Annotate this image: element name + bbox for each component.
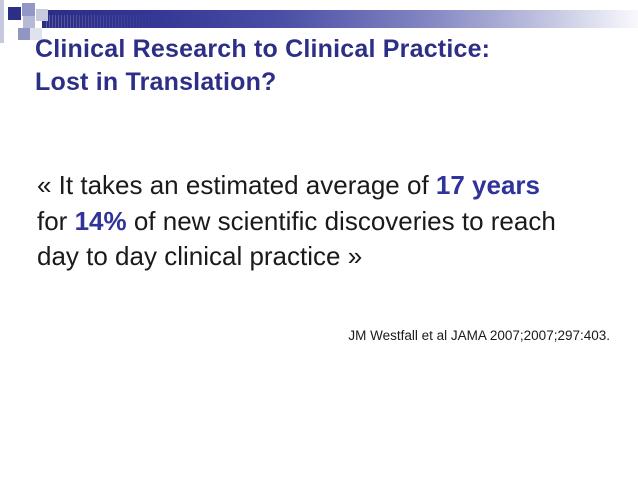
quote-line: « It takes an estimated average of 17 ye… (37, 168, 627, 204)
quote-highlight-14-percent: 14% (74, 205, 127, 236)
decor-square-faint (30, 28, 42, 40)
quote-line: for 14% of new scientific discoveries to… (37, 204, 627, 240)
decor-square-dark (8, 7, 21, 20)
header-gradient-bar (42, 10, 638, 28)
quote-block: « It takes an estimated average of 17 ye… (37, 168, 627, 275)
quote-line: day to day clinical practice » (37, 239, 627, 275)
quote-text: for (37, 205, 75, 236)
decor-square-slate-top (22, 3, 35, 16)
decor-square-light-right (36, 9, 48, 21)
decor-square-slate-low (18, 28, 30, 40)
slide-title-line2: Lost in Translation? (35, 68, 277, 96)
quote-text: « It takes an estimated average of (37, 170, 436, 200)
slide-title-line1: Clinical Research to Clinical Practice: (35, 35, 491, 63)
decor-square-lavender (23, 16, 35, 28)
citation-reference: JM Westfall et al JAMA 2007;2007;297:403… (348, 328, 610, 343)
quote-text: of new scientific discoveries to reach (126, 205, 556, 236)
decor-left-strip (0, 0, 4, 43)
quote-highlight-17-years: 17 years (435, 170, 541, 200)
quote-text: day to day clinical practice » (37, 241, 363, 271)
header-bar-stripe-texture (46, 15, 161, 28)
slide-title: Clinical Research to Clinical Practice: … (35, 33, 595, 99)
